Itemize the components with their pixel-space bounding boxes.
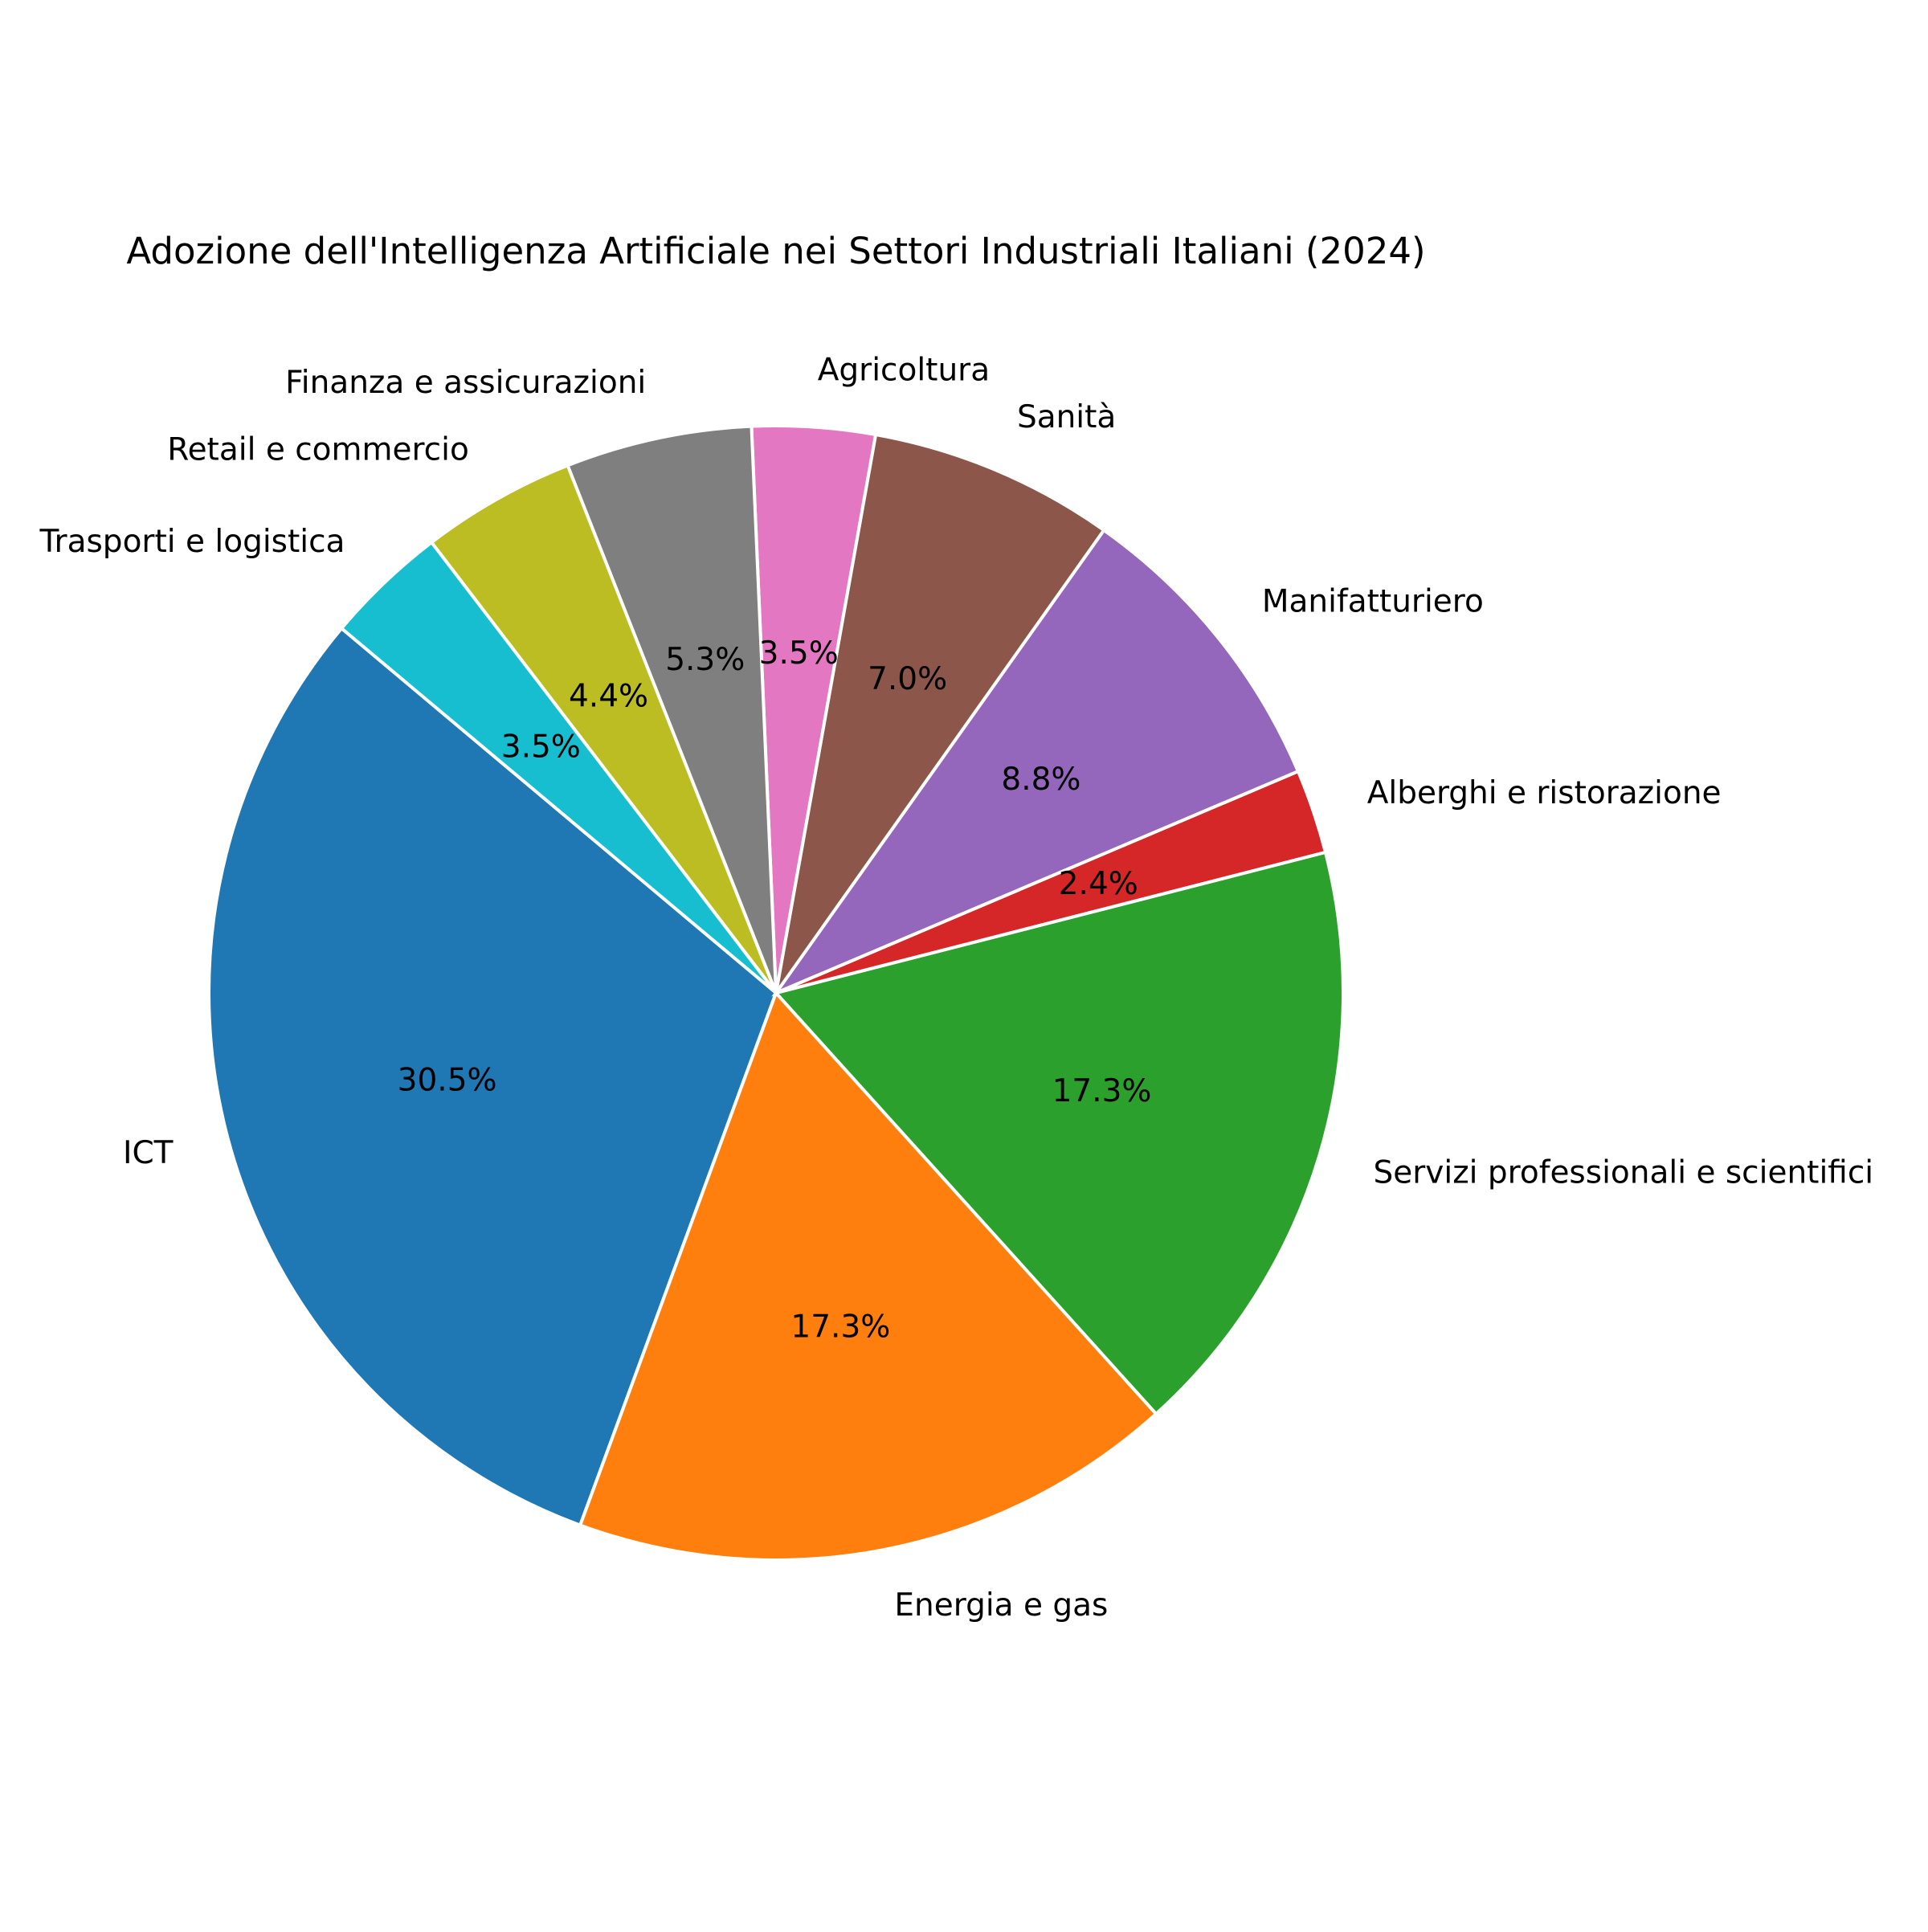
pie-slices <box>207 424 1345 1562</box>
slice-percent-label: 5.3% <box>665 642 745 678</box>
slice-label: Trasporti e logistica <box>39 524 345 560</box>
pie-slice <box>774 432 1106 995</box>
slice-percent-label: 3.5% <box>759 635 839 672</box>
pie-percent-labels: 30.5% 17.3% 17.3% 2.4% 8.8% 7.0% 3.5% 5.3% 4.4% 3… <box>398 635 1152 1346</box>
slice-label: Sanità <box>1017 399 1116 435</box>
slice-percent-label: 4.4% <box>569 679 648 715</box>
slice-percent-label: 3.5% <box>501 729 581 765</box>
slice-label: Manifatturiero <box>1262 583 1484 619</box>
slice-percent-label: 8.8% <box>1001 762 1080 798</box>
slice-percent-label: 17.3% <box>790 1309 890 1345</box>
chart-title: Adozione dell'Intelligenza Artificiale n… <box>126 230 1425 272</box>
slice-percent-label: 7.0% <box>868 661 947 697</box>
pie-slice <box>578 990 1158 1562</box>
slice-label: Finanza e assicurazioni <box>285 365 646 401</box>
pie-slice <box>429 463 778 995</box>
slice-label: ICT <box>123 1135 174 1171</box>
slice-percent-label: 17.3% <box>1052 1073 1152 1109</box>
slice-percent-label: 2.4% <box>1059 866 1138 902</box>
pie-slice <box>773 850 1345 1416</box>
slice-label: Alberghi e ristorazione <box>1367 775 1722 811</box>
slice-label: Servizi professionali e scientifici <box>1374 1155 1874 1191</box>
pie-slice <box>771 528 1301 997</box>
pie-slice <box>565 424 778 994</box>
slice-label: Agricoltura <box>818 353 990 389</box>
slice-label: Energia e gas <box>894 1587 1108 1624</box>
slice-label: Retail e commercio <box>167 431 469 468</box>
pie-slice <box>339 540 778 995</box>
pie-slice <box>207 626 778 1528</box>
slice-percent-label: 30.5% <box>398 1062 497 1098</box>
pie-labels: ICT Energia e gas Servizi professionali e … <box>39 353 1873 1624</box>
